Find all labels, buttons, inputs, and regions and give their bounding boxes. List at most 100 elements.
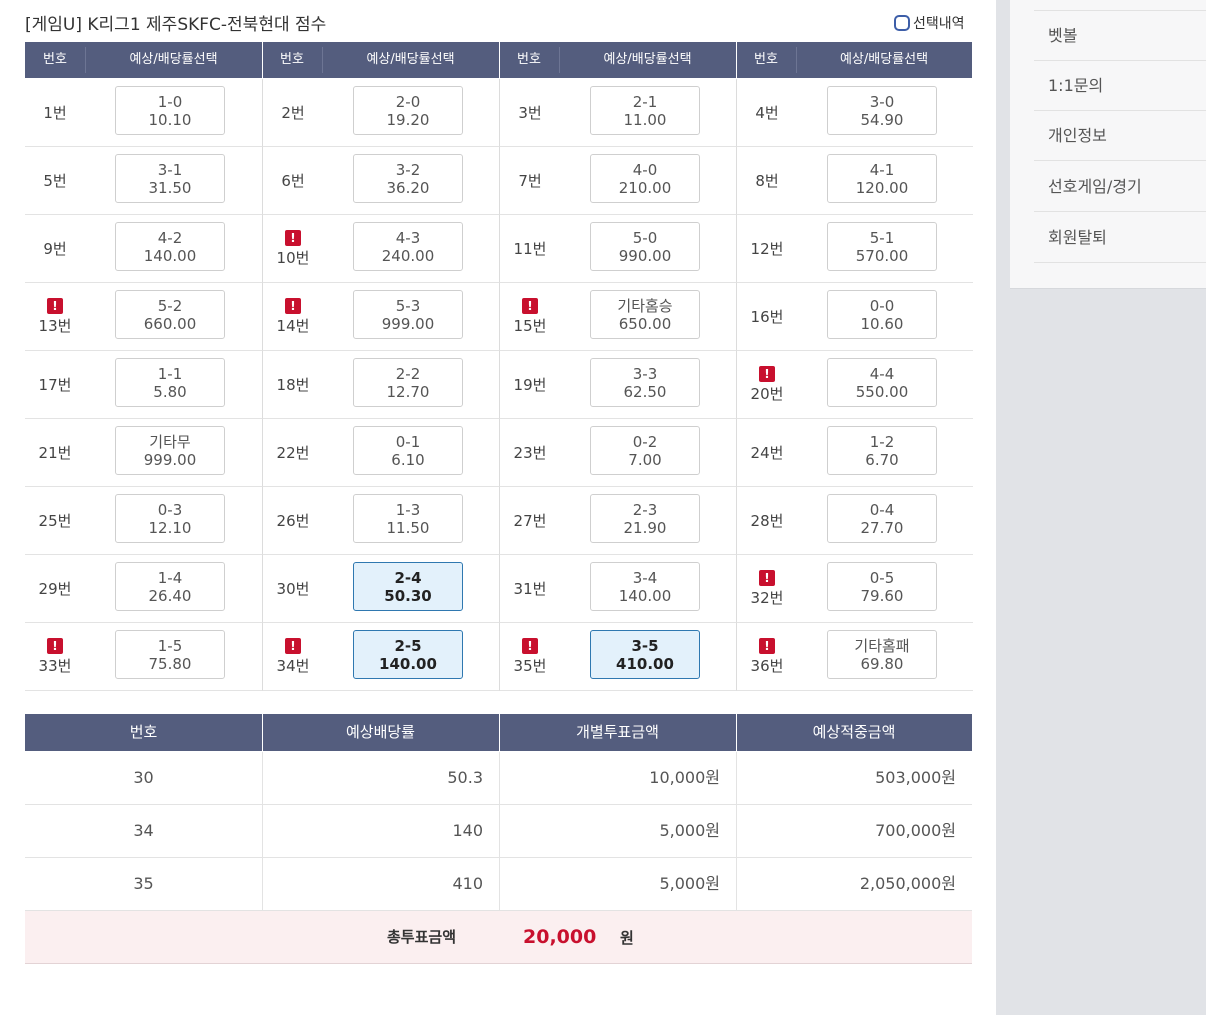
odds-option-button[interactable]: 2-3 21.90 xyxy=(590,494,700,543)
odds-label: 31.50 xyxy=(148,178,192,197)
bet-stake: 5,000원 xyxy=(659,874,720,893)
game-number-label: 27번 xyxy=(513,512,547,530)
odds-label: 999.00 xyxy=(381,314,435,333)
game-number: 18번 xyxy=(263,351,323,418)
score-label: 5-3 xyxy=(395,296,421,315)
game-number: ! 14번 xyxy=(263,283,323,350)
page-title: [게임U] K리그1 제주SKFC-전북현대 점수 xyxy=(25,15,327,35)
side-menu-item-preferred-games[interactable]: 선호게임/경기 xyxy=(1034,162,1206,212)
game-number: 6번 xyxy=(263,147,323,214)
odds-option-button[interactable]: 2-5 140.00 xyxy=(353,630,463,679)
score-cell: 19번 3-3 62.50 xyxy=(499,351,736,419)
score-label: 기타무 xyxy=(149,432,191,451)
checkbox-icon[interactable] xyxy=(894,15,910,31)
odds-option-button[interactable]: 0-5 79.60 xyxy=(827,562,937,611)
score-label: 1-1 xyxy=(157,364,183,383)
odds-label: 75.80 xyxy=(148,654,192,673)
header-number: 번호 xyxy=(517,52,541,67)
odds-option-button[interactable]: 3-0 54.90 xyxy=(827,86,937,135)
score-label: 2-5 xyxy=(394,636,422,655)
game-number-label: 9번 xyxy=(43,240,67,258)
game-number: 7번 xyxy=(500,147,560,214)
score-label: 1-3 xyxy=(395,500,421,519)
bet-table-row: 35 410 5,000원 2,050,000원 xyxy=(25,858,972,911)
odds-option-button[interactable]: 3-1 31.50 xyxy=(115,154,225,203)
odds-option-button[interactable]: 0-0 10.60 xyxy=(827,290,937,339)
side-menu-item-betball[interactable]: 벳볼 xyxy=(1034,11,1206,61)
game-number-label: 25번 xyxy=(38,512,72,530)
game-number-label: 24번 xyxy=(750,444,784,462)
side-menu-item-inquiry[interactable]: 1:1문의 xyxy=(1034,61,1206,111)
score-cell: 11번 5-0 990.00 xyxy=(499,215,736,283)
score-label: 2-1 xyxy=(632,92,658,111)
odds-option-button[interactable]: 1-0 10.10 xyxy=(115,86,225,135)
odds-option-button[interactable]: 4-3 240.00 xyxy=(353,222,463,271)
select-history-toggle[interactable]: 선택내역 xyxy=(894,13,965,33)
odds-option-button[interactable]: 1-5 75.80 xyxy=(115,630,225,679)
score-cell: 2번 2-0 19.20 xyxy=(262,79,499,147)
odds-option-button[interactable]: 3-5 410.00 xyxy=(590,630,700,679)
game-number-label: 11번 xyxy=(513,240,547,258)
game-number: 30번 xyxy=(263,555,323,622)
game-number-label: 16번 xyxy=(750,308,784,326)
odds-label: 6.10 xyxy=(391,450,425,469)
game-number: 3번 xyxy=(500,79,560,146)
header-pick: 예상/배당률선택 xyxy=(603,52,692,67)
score-cell: 9번 4-2 140.00 xyxy=(25,215,262,283)
odds-option-button[interactable]: 5-2 660.00 xyxy=(115,290,225,339)
game-number: 2번 xyxy=(263,79,323,146)
side-menu-item-personal-info[interactable]: 개인정보 xyxy=(1034,111,1206,161)
game-number: ! 35번 xyxy=(500,623,560,690)
odds-option-button[interactable]: 3-2 36.20 xyxy=(353,154,463,203)
score-cell: ! 20번 4-4 550.00 xyxy=(736,351,973,419)
score-label: 0-0 xyxy=(869,296,895,315)
odds-option-button[interactable]: 0-2 7.00 xyxy=(590,426,700,475)
odds-option-button[interactable]: 5-0 990.00 xyxy=(590,222,700,271)
odds-option-button[interactable]: 5-1 570.00 xyxy=(827,222,937,271)
odds-option-button[interactable]: 0-4 27.70 xyxy=(827,494,937,543)
game-number-label: 23번 xyxy=(513,444,547,462)
column-divider xyxy=(262,858,263,910)
odds-option-button[interactable]: 2-0 19.20 xyxy=(353,86,463,135)
odds-option-button[interactable]: 4-0 210.00 xyxy=(590,154,700,203)
game-number: ! 33번 xyxy=(25,623,85,690)
side-menu-top-divider xyxy=(1034,10,1206,11)
score-label: 0-1 xyxy=(395,432,421,451)
game-number: 19번 xyxy=(500,351,560,418)
total-label: 총투표금액 xyxy=(387,928,457,946)
odds-option-button[interactable]: 5-3 999.00 xyxy=(353,290,463,339)
total-bar: 총투표금액 20,000 원 xyxy=(25,911,972,964)
game-number-label: 35번 xyxy=(513,656,547,675)
odds-option-button[interactable]: 기타무 999.00 xyxy=(115,426,225,475)
odds-option-button[interactable]: 0-3 12.10 xyxy=(115,494,225,543)
odds-option-button[interactable]: 2-2 12.70 xyxy=(353,358,463,407)
odds-option-button[interactable]: 2-1 11.00 xyxy=(590,86,700,135)
odds-option-button[interactable]: 1-3 11.50 xyxy=(353,494,463,543)
game-number: 12번 xyxy=(737,215,797,282)
odds-option-button[interactable]: 1-2 6.70 xyxy=(827,426,937,475)
alert-icon: ! xyxy=(47,637,63,654)
game-number-label: 1번 xyxy=(43,104,67,122)
game-number-label: 5번 xyxy=(43,172,67,190)
score-label: 4-1 xyxy=(869,160,895,179)
odds-option-button[interactable]: 기타홈승 650.00 xyxy=(590,290,700,339)
game-number: 23번 xyxy=(500,419,560,486)
odds-option-button[interactable]: 1-4 26.40 xyxy=(115,562,225,611)
game-number-label: 17번 xyxy=(38,376,72,394)
score-cell: 24번 1-2 6.70 xyxy=(736,419,973,487)
score-cell: 4번 3-0 54.90 xyxy=(736,79,973,147)
score-label: 5-2 xyxy=(157,296,183,315)
odds-option-button[interactable]: 2-4 50.30 xyxy=(353,562,463,611)
odds-option-button[interactable]: 4-1 120.00 xyxy=(827,154,937,203)
odds-option-button[interactable]: 1-1 5.80 xyxy=(115,358,225,407)
game-number: ! 15번 xyxy=(500,283,560,350)
odds-label: 12.70 xyxy=(386,382,430,401)
side-menu-item-withdraw[interactable]: 회원탈퇴 xyxy=(1034,213,1206,263)
column-divider xyxy=(736,805,737,857)
odds-option-button[interactable]: 4-4 550.00 xyxy=(827,358,937,407)
odds-option-button[interactable]: 3-3 62.50 xyxy=(590,358,700,407)
odds-option-button[interactable]: 3-4 140.00 xyxy=(590,562,700,611)
odds-option-button[interactable]: 4-2 140.00 xyxy=(115,222,225,271)
odds-option-button[interactable]: 기타홈패 69.80 xyxy=(827,630,937,679)
odds-option-button[interactable]: 0-1 6.10 xyxy=(353,426,463,475)
